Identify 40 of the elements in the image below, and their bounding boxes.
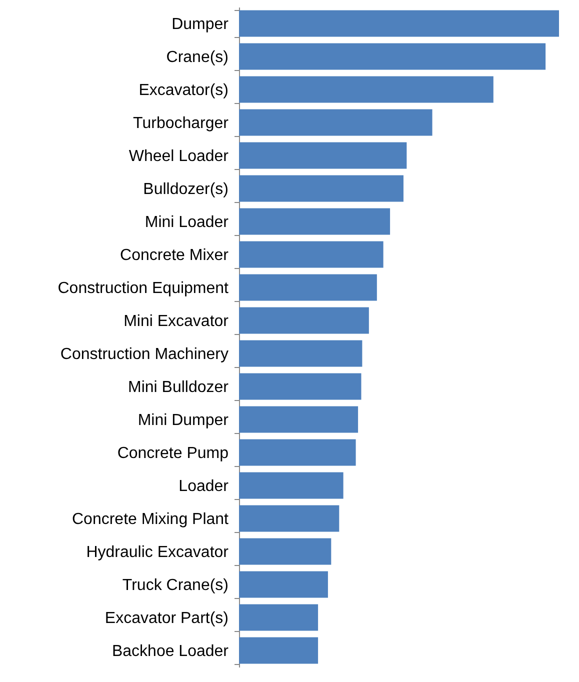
bar [239, 604, 318, 631]
bar [239, 571, 328, 598]
bar [239, 208, 390, 235]
bar [239, 76, 494, 103]
bar [239, 175, 404, 202]
y-tick-label: Excavator(s) [138, 82, 228, 99]
bar [239, 274, 377, 301]
y-tick-label: Concrete Mixing Plant [72, 511, 230, 528]
bar [239, 472, 344, 499]
y-tick-label: Truck Crane(s) [122, 577, 228, 594]
y-tick-label: Construction Machinery [60, 346, 228, 363]
y-tick-label: Concrete Mixer [120, 247, 230, 264]
y-tick-label: Wheel Loader [128, 148, 230, 165]
y-tick-label: Mini Loader [144, 214, 230, 231]
bar [239, 10, 559, 37]
bar [239, 439, 356, 466]
y-tick-label: Hydraulic Excavator [86, 544, 230, 561]
y-tick-label: Mini Dumper [138, 412, 230, 429]
y-tick-label: Concrete Pump [117, 445, 229, 462]
y-tick-label: Turbocharger [133, 115, 230, 132]
bar [239, 340, 362, 367]
bar [239, 43, 546, 70]
bar [239, 538, 332, 565]
y-tick-label: Excavator Part(s) [104, 610, 228, 627]
bar [239, 307, 369, 334]
bar [239, 241, 384, 268]
bar [239, 406, 358, 433]
bar [239, 142, 407, 169]
bar [239, 637, 318, 664]
bar [239, 373, 362, 400]
y-tick-label: Loader [178, 478, 230, 495]
y-tick-label: Dumper [172, 16, 230, 33]
y-tick-label: Backhoe Loader [112, 643, 230, 660]
bar [239, 505, 340, 532]
y-tick-label: Bulldozer(s) [143, 181, 228, 198]
y-tick-label: Construction Equipment [58, 280, 230, 297]
bar [239, 109, 432, 136]
y-tick-label: Mini Bulldozer [128, 379, 230, 396]
y-tick-label: Crane(s) [166, 49, 228, 66]
y-tick-label: Mini Excavator [124, 313, 230, 330]
